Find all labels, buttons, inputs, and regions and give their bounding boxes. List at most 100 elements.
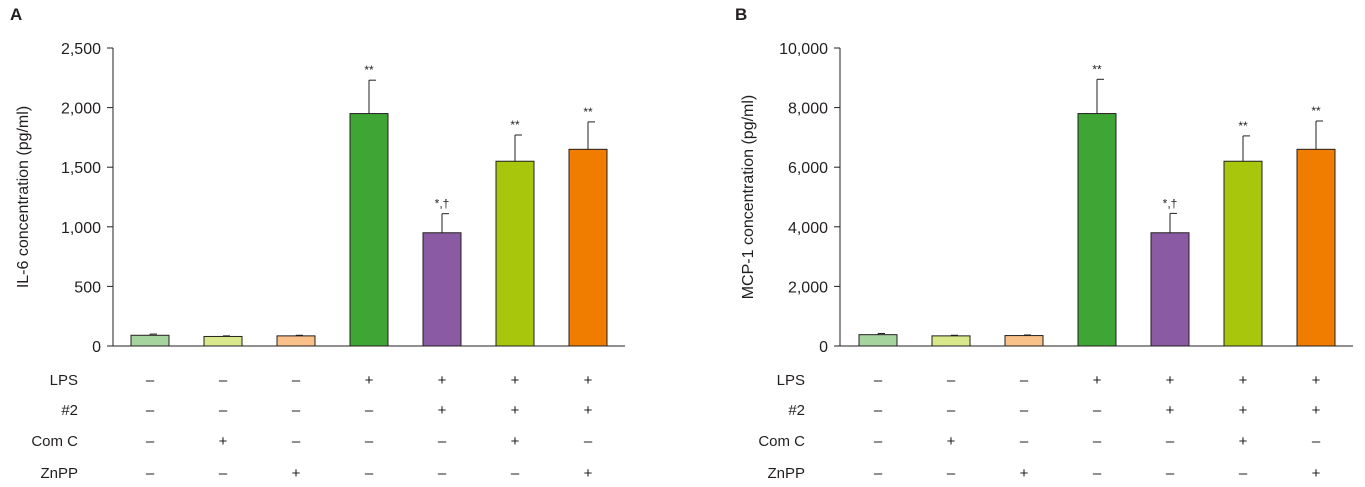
- panel-b-treatment-sign: –: [874, 465, 883, 482]
- panel-a-significance-label: **: [510, 118, 520, 132]
- panel-b-treatment-sign: +: [947, 433, 956, 450]
- panel-a-treatment-label: Com C: [31, 433, 78, 450]
- panel-a-treatment-sign: –: [292, 402, 301, 419]
- panel-a-treatment-sign: +: [584, 402, 593, 419]
- panel-b-y-tick-label: 8,000: [788, 101, 828, 118]
- panel-b-treatment-sign: –: [1093, 465, 1102, 482]
- panel-b-bar: [1150, 232, 1190, 347]
- panel-a-bar: [349, 113, 389, 347]
- panel-a-y-tick-label: 2,000: [61, 101, 101, 118]
- panel-b-treatment-label: #2: [788, 402, 805, 419]
- panel-b-treatment-sign: +: [1093, 372, 1102, 389]
- panel-a-treatment-label: #2: [61, 402, 78, 419]
- panel-a-treatment-sign: +: [438, 402, 447, 419]
- panel-a-treatment-sign: –: [219, 402, 228, 419]
- panel-b-treatment-sign: –: [1166, 433, 1175, 450]
- panel-b-treatment-sign: +: [1312, 465, 1321, 482]
- panel-b-treatment-sign: –: [1312, 433, 1321, 450]
- panel-b-significance-label: **: [1311, 104, 1321, 118]
- panel-b-significance-label: *,†: [1163, 196, 1178, 210]
- panel-b-treatment-sign: +: [1020, 465, 1029, 482]
- panel-b-y-axis-label: MCP-1 concentration (pg/ml): [740, 95, 757, 300]
- panel-a-treatment-sign: +: [438, 372, 447, 389]
- panel-b-y-tick-label: 4,000: [788, 220, 828, 237]
- panel-a-bar: [568, 148, 608, 347]
- panel-a-treatment-sign: –: [146, 433, 155, 450]
- panel-a-treatment-label: LPS: [50, 372, 78, 389]
- panel-a-treatment-sign: –: [365, 465, 374, 482]
- panel-b-bar: [858, 334, 898, 347]
- panel-a-y-tick-label: 1,500: [61, 160, 101, 177]
- panel-b-treatment-sign: +: [1239, 433, 1248, 450]
- panel-a-treatment-sign: –: [219, 465, 228, 482]
- panel-a-bar: [276, 335, 316, 347]
- panel-b-treatment-sign: +: [1239, 372, 1248, 389]
- panel-a-y-tick-label: 0: [92, 339, 101, 356]
- panel-b-treatment-sign: –: [874, 402, 883, 419]
- panel-b-treatment-sign: +: [1166, 402, 1175, 419]
- panel-a-treatment-sign: –: [511, 465, 520, 482]
- panel-b-y-tick-label: 0: [819, 339, 828, 356]
- panel-a-treatment-sign: –: [292, 433, 301, 450]
- panel-a-treatment-sign: –: [146, 402, 155, 419]
- panel-b-treatment-sign: –: [874, 433, 883, 450]
- panel-a-y-axis-label: IL-6 concentration (pg/ml): [15, 106, 32, 288]
- panel-b-significance-label: **: [1238, 119, 1248, 133]
- panel-b-treatment-sign: +: [1166, 372, 1175, 389]
- panel-a-treatment-sign: –: [365, 433, 374, 450]
- panel-a-letter: A: [10, 5, 22, 24]
- panel-b-treatment-sign: –: [947, 402, 956, 419]
- panel-a-bar: [203, 335, 243, 347]
- panel-b-treatment-sign: +: [1239, 402, 1248, 419]
- panel-a-treatment-sign: –: [219, 372, 228, 389]
- panel-b-treatment-sign: –: [947, 372, 956, 389]
- panel-a-treatment-sign: –: [292, 372, 301, 389]
- panel-a-treatment-sign: –: [146, 465, 155, 482]
- panel-b-treatment-sign: –: [1093, 402, 1102, 419]
- panel-a-treatment-label: ZnPP: [40, 465, 78, 482]
- panel-a-y-tick-label: 1,000: [61, 220, 101, 237]
- panel-b-treatment-sign: –: [947, 465, 956, 482]
- panel-b-bar: [1223, 160, 1263, 347]
- panel-a-treatment-sign: +: [584, 465, 593, 482]
- panel-b-treatment-sign: –: [1239, 465, 1248, 482]
- panel-a-significance-label: **: [364, 63, 374, 77]
- panel-a-bar: [130, 334, 170, 347]
- panel-a-treatment-sign: +: [511, 433, 520, 450]
- panel-a-treatment-sign: +: [292, 465, 301, 482]
- panel-b-treatment-sign: +: [1312, 402, 1321, 419]
- panel-b-significance-label: **: [1092, 62, 1102, 76]
- panel-a-treatment-sign: +: [584, 372, 593, 389]
- panel-b-treatment-sign: –: [1020, 402, 1029, 419]
- panel-a-treatment-sign: –: [438, 433, 447, 450]
- panel-b-bar: [1004, 335, 1044, 347]
- panel-b-letter: B: [735, 5, 747, 24]
- panel-a-significance-label: *,†: [435, 197, 450, 211]
- panel-b-bar: [1296, 148, 1336, 347]
- panel-a-significance-label: **: [583, 105, 593, 119]
- panel-a-treatment-sign: +: [511, 372, 520, 389]
- panel-a-treatment-sign: –: [365, 402, 374, 419]
- panel-b-treatment-sign: +: [1312, 372, 1321, 389]
- panel-a-treatment-sign: +: [219, 433, 228, 450]
- panel-b-treatment-label: Com C: [758, 433, 805, 450]
- panel-b-treatment-label: LPS: [777, 372, 805, 389]
- panel-b-bar: [1077, 113, 1117, 347]
- panel-a-treatment-sign: –: [438, 465, 447, 482]
- panel-a-treatment-sign: –: [146, 372, 155, 389]
- panel-b-treatment-label: ZnPP: [767, 465, 805, 482]
- panel-a-treatment-sign: +: [511, 402, 520, 419]
- panel-a-y-tick-label: 2,500: [61, 41, 101, 58]
- panel-a-bar: [422, 232, 462, 347]
- panel-b-y-tick-label: 2,000: [788, 279, 828, 296]
- panel-b-treatment-sign: –: [1020, 433, 1029, 450]
- panel-b-treatment-sign: –: [1093, 433, 1102, 450]
- panel-a-y-tick-label: 500: [74, 279, 101, 296]
- panel-a-treatment-sign: –: [584, 433, 593, 450]
- panel-a-treatment-sign: +: [365, 372, 374, 389]
- panel-b-y-tick-label: 10,000: [779, 41, 828, 58]
- panel-b-treatment-sign: –: [1166, 465, 1175, 482]
- panel-b-y-tick-label: 6,000: [788, 160, 828, 177]
- panel-b-treatment-sign: –: [1020, 372, 1029, 389]
